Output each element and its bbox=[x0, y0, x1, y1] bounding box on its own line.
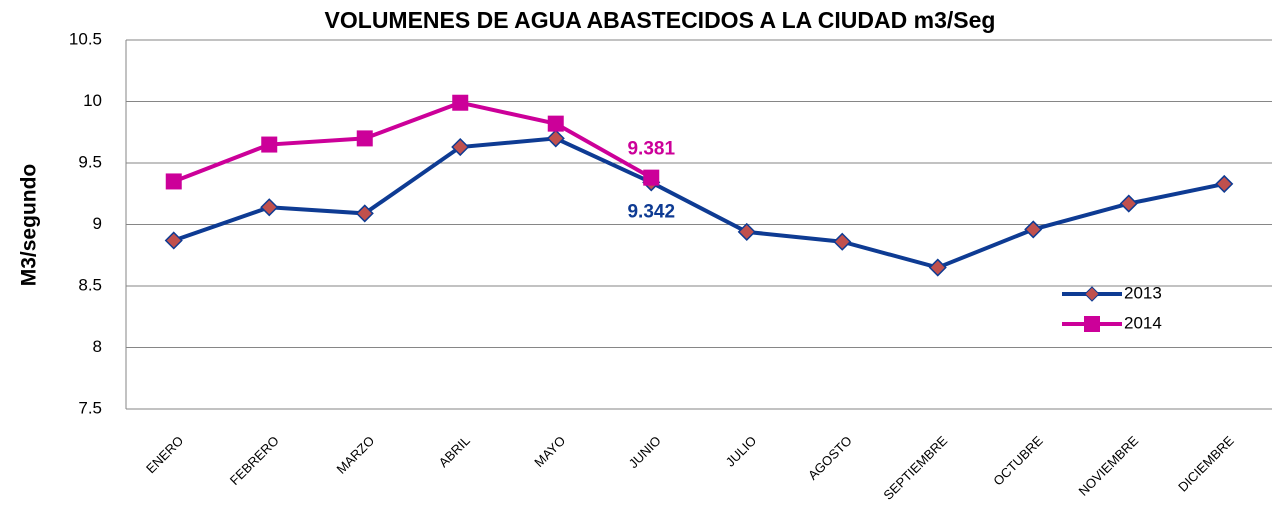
x-tick-label: MAYO bbox=[531, 433, 568, 470]
x-tick-label: JUNIO bbox=[626, 433, 664, 471]
legend-label: 2013 bbox=[1124, 283, 1162, 302]
marker bbox=[643, 169, 660, 186]
y-tick-label: 7.5 bbox=[78, 398, 102, 417]
legend-marker bbox=[1084, 316, 1100, 332]
legend-label: 2014 bbox=[1124, 313, 1162, 332]
marker bbox=[547, 115, 564, 132]
x-tick-label: FEBRERO bbox=[227, 433, 282, 488]
data-label: 9.342 bbox=[627, 201, 675, 222]
marker bbox=[1119, 194, 1138, 213]
y-tick-label: 10.5 bbox=[69, 29, 102, 48]
y-axis-label: M3/segundo bbox=[18, 164, 41, 287]
y-tick-label: 8 bbox=[93, 337, 102, 356]
x-tick-label: JULIO bbox=[723, 433, 760, 470]
marker bbox=[356, 130, 373, 147]
y-tick-label: 8.5 bbox=[78, 275, 102, 294]
y-tick-label: 9.5 bbox=[78, 152, 102, 171]
marker bbox=[165, 173, 182, 190]
marker bbox=[833, 232, 852, 251]
x-tick-label: ENERO bbox=[143, 433, 186, 476]
x-tick-label: SEPTIEMBRE bbox=[880, 433, 950, 503]
chart-title: VOLUMENES DE AGUA ABASTECIDOS A LA CIUDA… bbox=[325, 7, 996, 33]
marker bbox=[164, 231, 183, 250]
x-tick-label: DICIEMBRE bbox=[1175, 433, 1237, 495]
y-tick-label: 10 bbox=[83, 91, 102, 110]
series-line bbox=[173, 136, 1225, 270]
data-label: 9.381 bbox=[627, 139, 675, 160]
marker bbox=[1024, 220, 1043, 239]
series-line bbox=[173, 100, 653, 184]
marker bbox=[451, 137, 470, 157]
y-tick-label: 9 bbox=[93, 214, 102, 233]
marker bbox=[737, 222, 756, 241]
marker bbox=[452, 94, 469, 111]
marker bbox=[260, 198, 279, 217]
marker bbox=[355, 204, 374, 223]
marker bbox=[546, 129, 565, 148]
marker bbox=[1215, 174, 1234, 193]
x-tick-label: ABRIL bbox=[436, 433, 473, 470]
x-tick-label: MARZO bbox=[333, 433, 377, 477]
marker bbox=[261, 136, 278, 153]
x-tick-label: OCTUBRE bbox=[990, 433, 1046, 489]
x-tick-label: NOVIEMBRE bbox=[1076, 433, 1142, 499]
marker bbox=[928, 258, 947, 277]
legend-marker bbox=[1084, 286, 1100, 302]
x-tick-label: AGOSTO bbox=[805, 433, 855, 483]
